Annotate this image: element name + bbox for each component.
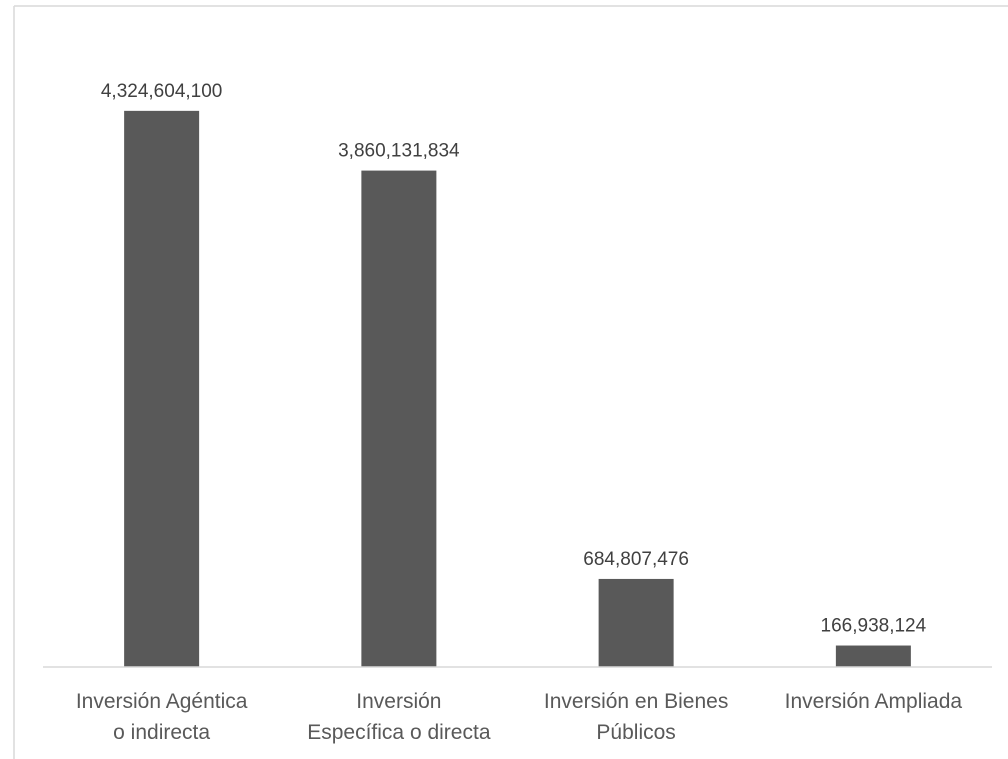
category-label-line: o indirecta	[113, 721, 210, 744]
category-label-line: Inversión en Bienes	[544, 690, 728, 713]
bar-4	[835, 645, 911, 667]
data-label-3: 684,807,476	[583, 549, 689, 570]
bar-1	[124, 110, 200, 668]
category-label-line: Específica o directa	[307, 721, 491, 744]
category-label-line: Inversión	[356, 690, 441, 713]
bar-3	[598, 578, 674, 667]
category-label-line: Inversión Ampliada	[785, 690, 963, 713]
category-label-line: Públicos	[596, 721, 675, 744]
data-label-4: 166,938,124	[821, 616, 927, 637]
category-label-2: Inversión Específica o directa	[307, 690, 491, 744]
bar-2	[361, 170, 437, 668]
category-label-4: Inversión Ampliada	[785, 690, 963, 713]
category-label-3: Inversión en Bienes Públicos	[544, 690, 728, 744]
data-label-2: 3,860,131,834	[338, 141, 460, 162]
category-label-line: Inversión Agéntica	[76, 690, 248, 713]
category-label-1: Inversión Agéntica o indirecta	[76, 690, 248, 744]
data-label-1: 4,324,604,100	[101, 81, 223, 102]
